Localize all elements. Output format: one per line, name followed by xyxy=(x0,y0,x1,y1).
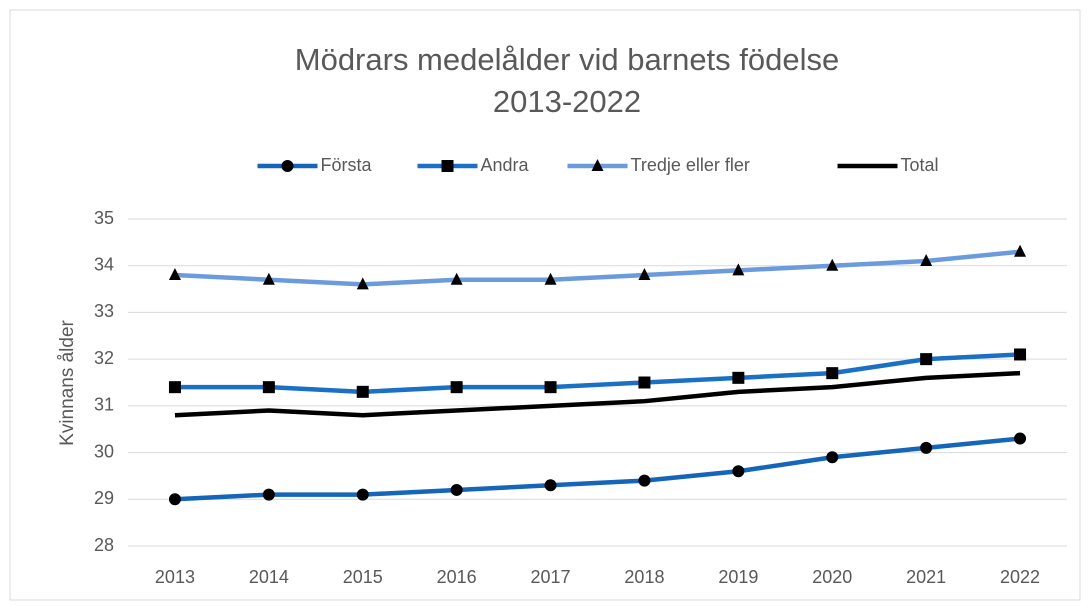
series-line xyxy=(174,352,1021,395)
marker xyxy=(262,272,275,285)
legend-label: Andra xyxy=(481,155,530,175)
marker xyxy=(356,385,369,398)
y-tick-label: 35 xyxy=(94,208,114,228)
series-line xyxy=(174,436,1021,502)
marker xyxy=(920,441,933,454)
y-tick-label: 34 xyxy=(94,254,114,274)
legend-label: Total xyxy=(901,155,939,175)
legend-marker xyxy=(281,160,294,172)
x-tick-label: 2017 xyxy=(531,567,571,587)
series-line xyxy=(174,370,1021,418)
x-tick-label: 2020 xyxy=(812,567,852,587)
marker xyxy=(168,381,181,394)
y-tick-label: 29 xyxy=(94,488,114,508)
y-axis-label: Kvinnans ålder xyxy=(57,319,78,445)
marker xyxy=(638,268,651,281)
marker xyxy=(638,474,651,487)
series-line xyxy=(174,249,1021,287)
marker xyxy=(544,272,557,285)
marker xyxy=(826,258,839,271)
marker xyxy=(826,367,839,380)
y-tick-label: 30 xyxy=(94,441,114,461)
x-tick-label: 2013 xyxy=(155,567,195,587)
x-tick-label: 2018 xyxy=(624,567,664,587)
marker xyxy=(450,381,463,394)
legend-label: Tredje eller fler xyxy=(631,155,750,175)
marker xyxy=(356,488,369,501)
marker xyxy=(1014,244,1027,257)
legend-label: Första xyxy=(321,155,373,175)
marker xyxy=(732,371,745,384)
marker xyxy=(450,483,463,496)
marker xyxy=(356,277,369,290)
marker xyxy=(450,272,463,285)
x-tick-label: 2022 xyxy=(1000,567,1040,587)
marker xyxy=(638,376,651,389)
marker xyxy=(168,268,181,281)
x-tick-label: 2015 xyxy=(343,567,383,587)
marker xyxy=(732,263,745,276)
marker xyxy=(168,493,181,506)
marker xyxy=(544,479,557,492)
marker xyxy=(262,488,275,501)
legend-marker xyxy=(591,159,604,171)
marker xyxy=(826,451,839,464)
y-tick-label: 28 xyxy=(94,535,114,555)
x-tick-label: 2021 xyxy=(906,567,946,587)
legend-marker xyxy=(441,160,454,172)
y-tick-label: 31 xyxy=(94,395,114,415)
marker xyxy=(544,381,557,394)
y-tick-label: 33 xyxy=(94,301,114,321)
chart-border xyxy=(9,9,1081,601)
marker xyxy=(920,353,933,366)
chart-title: Mödrars medelålder vid barnets födelse xyxy=(295,42,840,77)
x-tick-label: 2014 xyxy=(249,567,289,587)
marker xyxy=(1014,348,1027,361)
x-tick-label: 2016 xyxy=(437,567,477,587)
marker xyxy=(732,465,745,478)
y-tick-label: 32 xyxy=(94,348,114,368)
chart-subtitle: 2013-2022 xyxy=(493,84,641,119)
marker xyxy=(262,381,275,394)
marker xyxy=(1014,432,1027,445)
marker xyxy=(920,254,933,267)
x-tick-label: 2019 xyxy=(718,567,758,587)
